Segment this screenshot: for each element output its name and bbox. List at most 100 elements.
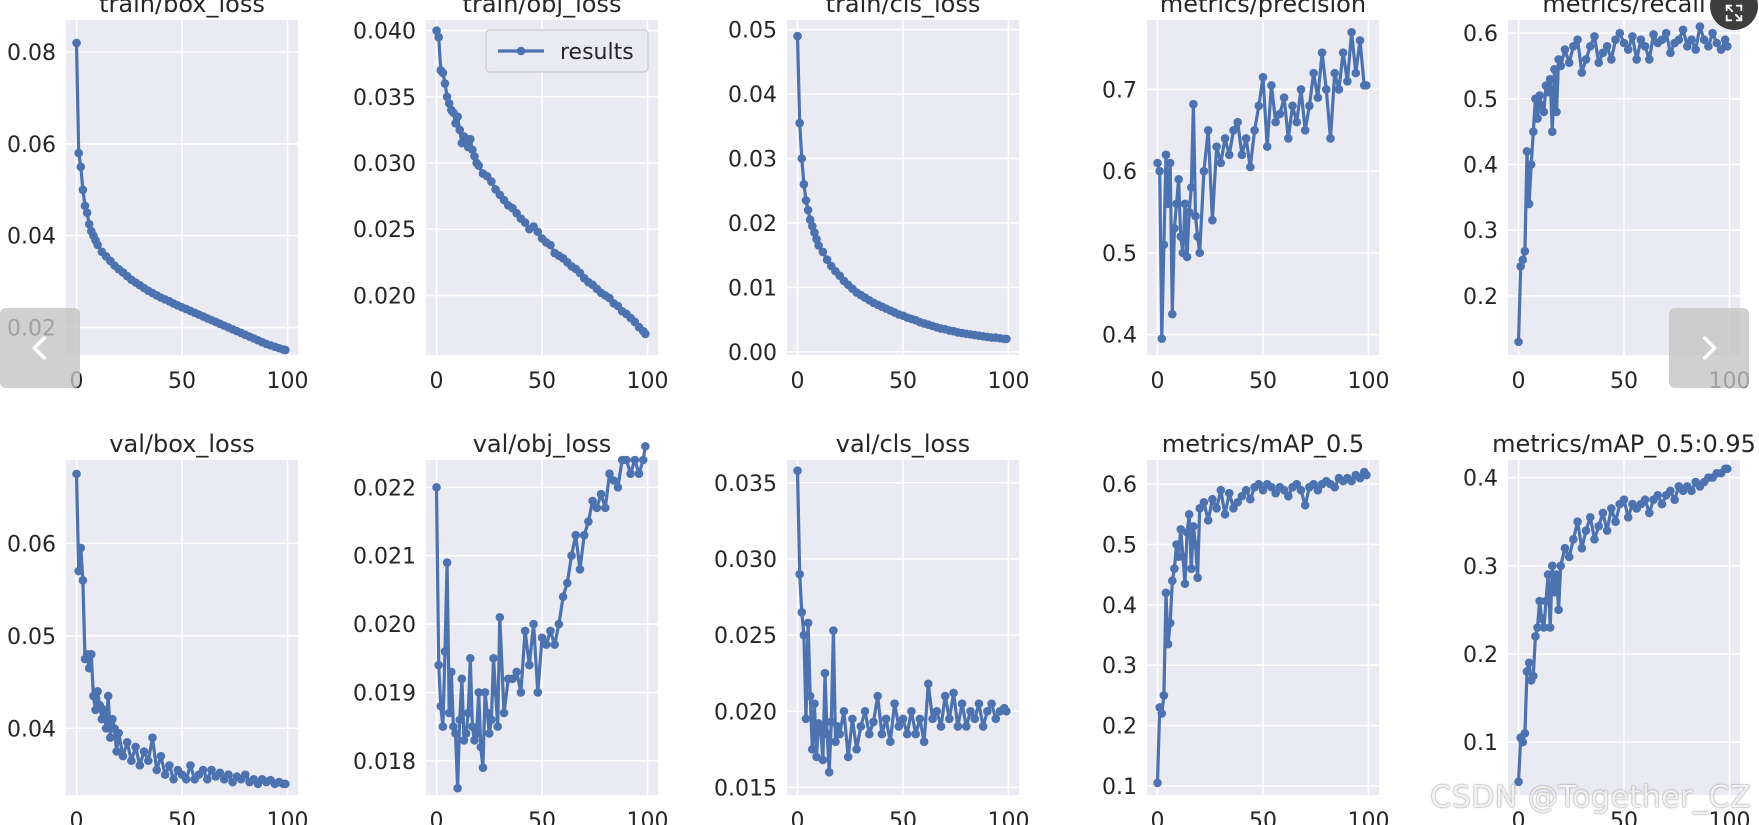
data-point: [529, 619, 538, 629]
y-tick-label: 0.4: [1463, 154, 1498, 179]
data-point: [877, 729, 887, 739]
data-point: [1514, 337, 1523, 347]
x-tick-label: 50: [1610, 369, 1638, 394]
data-point: [829, 626, 838, 635]
data-point: [641, 329, 650, 339]
data-point: [487, 177, 496, 186]
data-point: [1195, 503, 1205, 513]
data-point: [76, 162, 86, 172]
data-point: [1355, 36, 1365, 45]
data-point: [1288, 101, 1297, 111]
data-point: [907, 706, 916, 716]
prev-button[interactable]: [0, 308, 80, 388]
data-point: [114, 728, 124, 738]
data-point: [957, 699, 967, 708]
data-point: [818, 247, 828, 257]
data-point: [928, 714, 937, 724]
data-point: [447, 667, 456, 677]
x-tick-label: 50: [528, 369, 556, 394]
data-point: [1640, 495, 1650, 504]
data-point: [902, 729, 912, 739]
y-tick-label: 0.4: [1463, 467, 1498, 492]
data-point: [843, 752, 853, 762]
data-point: [1292, 117, 1302, 127]
data-point: [1657, 35, 1667, 45]
data-point: [1168, 576, 1177, 586]
data-point: [1176, 232, 1186, 241]
x-tick-label: 0: [791, 369, 805, 394]
data-point: [1203, 516, 1213, 525]
subplot: 0 50 100 0.018 0.019 0.020 0.021 0.022 val/obj_l…: [353, 430, 668, 825]
data-point: [1161, 150, 1171, 160]
y-tick-label: 0.030: [353, 152, 416, 177]
data-point: [799, 179, 809, 189]
data-point: [1317, 48, 1327, 57]
x-tick-label: 100: [266, 809, 308, 825]
next-button[interactable]: [1669, 308, 1749, 388]
data-point: [122, 737, 132, 747]
data-point: [1539, 623, 1549, 632]
y-tick-label: 0.5: [1102, 534, 1137, 559]
data-point: [924, 679, 933, 689]
y-tick-label: 0.04: [728, 83, 777, 108]
data-point: [814, 241, 823, 250]
data-point: [474, 688, 484, 697]
data-point: [1543, 570, 1553, 579]
data-point: [1598, 48, 1608, 58]
data-point: [1237, 491, 1247, 501]
data-point: [1554, 605, 1563, 615]
data-point: [1168, 309, 1177, 319]
data-point: [816, 725, 826, 734]
data-point: [983, 706, 992, 716]
y-tick-label: 0.019: [353, 681, 416, 706]
data-point: [1619, 495, 1629, 504]
x-tick-label: 0: [791, 809, 805, 825]
data-point: [1533, 623, 1542, 632]
x-tick-label: 100: [987, 809, 1029, 825]
data-point: [1556, 61, 1566, 71]
data-point: [1678, 25, 1688, 35]
data-point: [118, 751, 128, 761]
data-point: [1193, 232, 1202, 241]
data-point: [472, 729, 481, 738]
data-point: [1186, 183, 1196, 192]
data-point: [476, 742, 486, 752]
data-point: [74, 566, 83, 576]
data-point: [641, 442, 650, 451]
data-point: [797, 607, 807, 617]
data-point: [1321, 85, 1331, 94]
data-point: [82, 208, 92, 218]
subplot: 0 50 100 0.4 0.5 0.6 0.7 metrics/precision: [1102, 0, 1389, 394]
y-tick-label: 0.05: [728, 19, 777, 44]
y-tick-label: 0.08: [7, 41, 56, 66]
data-point: [1653, 490, 1663, 500]
data-point: [1186, 564, 1196, 573]
data-point: [1585, 513, 1595, 522]
y-tick-label: 0.015: [714, 776, 777, 801]
data-point: [1224, 150, 1234, 160]
data-point: [1163, 639, 1173, 649]
data-point: [127, 756, 136, 766]
x-tick-label: 100: [1708, 809, 1750, 825]
data-point: [886, 737, 895, 747]
data-point: [890, 699, 899, 708]
subplot: 0 50 100 0.1 0.2 0.3 0.4 metrics/mAP_0.5:0.95: [1463, 430, 1756, 825]
subplot-title: metrics/mAP_0.5:0.95: [1492, 430, 1756, 458]
data-point: [605, 469, 614, 478]
y-tick-label: 0.3: [1102, 654, 1137, 679]
data-point: [1233, 117, 1242, 127]
data-point: [444, 99, 454, 108]
data-point: [1514, 777, 1523, 787]
data-point: [1284, 134, 1293, 143]
data-point: [444, 708, 454, 718]
data-point: [818, 755, 828, 765]
data-point: [793, 466, 802, 475]
data-point: [156, 751, 166, 761]
y-tick-label: 0.2: [1102, 715, 1137, 740]
data-point: [1267, 482, 1276, 492]
data-point: [1254, 101, 1264, 111]
data-point: [835, 729, 845, 739]
data-point: [533, 688, 543, 697]
data-point: [1279, 485, 1289, 495]
